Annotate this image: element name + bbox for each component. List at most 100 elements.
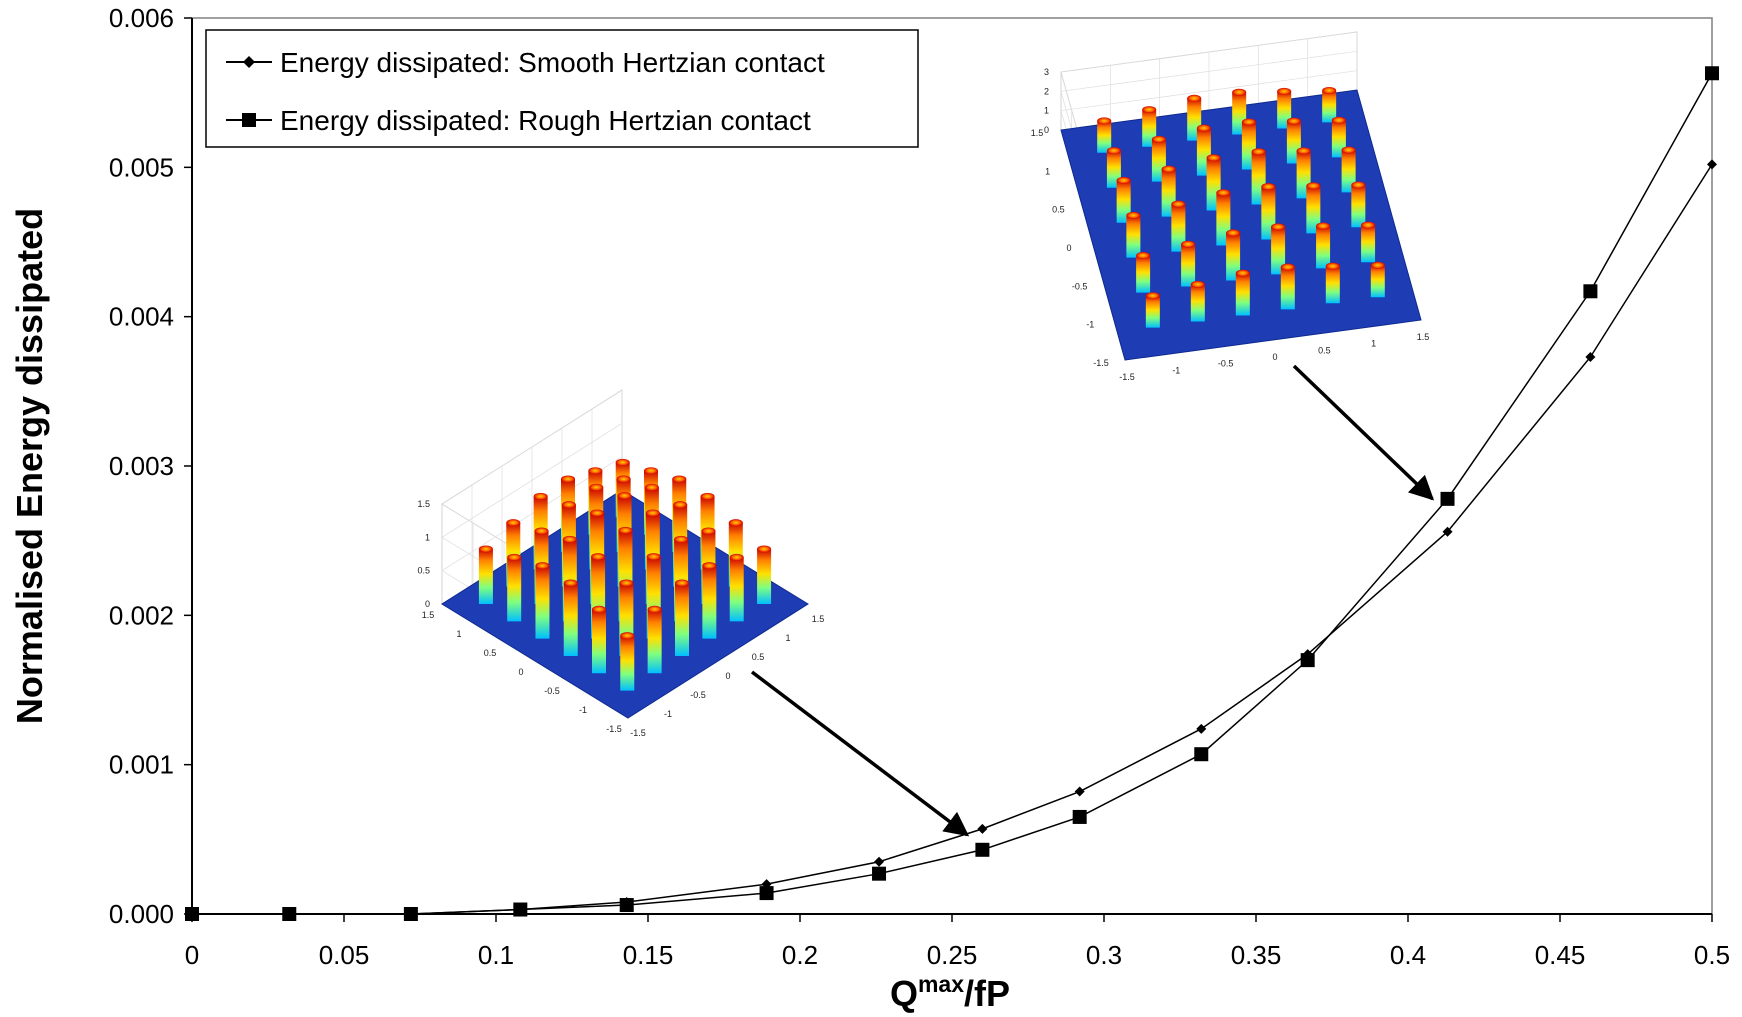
point-rough xyxy=(759,886,774,901)
inset-grid-line xyxy=(1060,50,1358,92)
inset-peak xyxy=(1181,244,1196,287)
inset-peak-cap xyxy=(647,605,662,613)
inset-peak-cap xyxy=(1280,263,1295,271)
point-rough xyxy=(513,902,528,917)
inset-peak-cap xyxy=(617,492,632,500)
x-tick-label: 0.3 xyxy=(1086,940,1122,970)
inset-z-tick-label: 0 xyxy=(1044,125,1049,135)
inset-peak-cap xyxy=(757,545,772,553)
inset-peak-cap xyxy=(1370,261,1385,269)
inset-x-tick-label: 0 xyxy=(725,671,730,681)
inset-peak xyxy=(1171,204,1186,252)
inset-peak xyxy=(1361,225,1376,263)
inset-peak-cap xyxy=(615,458,630,466)
point-rough xyxy=(1300,653,1315,668)
inset-grid-line xyxy=(441,389,623,505)
inset-peak xyxy=(478,549,493,604)
annotation-arrow-1 xyxy=(750,670,970,837)
inset-peak xyxy=(1271,226,1286,275)
inset-peak xyxy=(729,557,744,622)
inset-z-tick-label: 3 xyxy=(1044,67,1049,77)
inset-peak-cap xyxy=(701,527,716,535)
inset-z-tick-label: 1 xyxy=(425,532,430,542)
legend-marker-rough xyxy=(242,113,256,127)
inset-peak-cap xyxy=(1232,88,1247,96)
inset-x-tick-label: -1.5 xyxy=(630,728,646,738)
inset-peak-cap xyxy=(675,579,689,587)
inset-peak xyxy=(1136,255,1151,293)
inset-peak xyxy=(1316,225,1331,269)
inset-peak xyxy=(1341,149,1356,193)
inset-peak xyxy=(1370,265,1385,298)
x-tick-label: 0.25 xyxy=(927,940,978,970)
inset-y-tick-label: -0.5 xyxy=(544,686,560,696)
inset-peak xyxy=(1097,120,1112,153)
x-axis-title: Qmax/fP xyxy=(890,971,1010,1014)
inset-peak-cap xyxy=(1226,229,1241,237)
inset-peak-cap xyxy=(1181,240,1196,248)
y-tick-label: 0.004 xyxy=(109,302,174,332)
x-axis-title-main: Q xyxy=(890,973,918,1014)
point-smooth xyxy=(874,856,885,867)
inset-peak xyxy=(1106,150,1121,188)
inset-peak-cap xyxy=(1241,118,1256,126)
inset-peak-cap xyxy=(534,527,549,535)
inset-peak-cap xyxy=(591,553,606,561)
inset-peak xyxy=(1322,90,1337,123)
inset-peak-cap xyxy=(644,483,659,491)
inset-peak-cap xyxy=(1161,165,1176,173)
x-axis-title-suffix: /fP xyxy=(964,973,1010,1014)
point-smooth xyxy=(977,823,988,834)
inset-peak xyxy=(1116,180,1131,223)
point-smooth xyxy=(1074,786,1085,797)
inset-peak-cap xyxy=(1190,280,1205,288)
inset-peak-cap xyxy=(1187,94,1202,102)
y-tick-label: 0.001 xyxy=(109,750,174,780)
inset-peak-cap xyxy=(562,535,577,543)
inset-peak-cap xyxy=(1145,292,1160,300)
inset-peak xyxy=(1325,266,1340,304)
inset-y-tick-label: 1.5 xyxy=(422,610,435,620)
inset-peak-cap xyxy=(700,492,715,500)
point-rough xyxy=(1194,747,1209,762)
inset-peak xyxy=(1280,267,1295,310)
inset-peak xyxy=(647,609,662,674)
point-smooth xyxy=(1585,351,1596,362)
inset-y-tick-label: -1.5 xyxy=(606,724,622,734)
inset-peak-cap xyxy=(1341,146,1356,154)
inset-peak-cap xyxy=(1126,211,1141,219)
inset-peak xyxy=(1145,295,1160,328)
inset-x-tick-label: 1 xyxy=(785,633,790,643)
point-rough xyxy=(403,907,418,921)
inset-peak-cap xyxy=(672,475,687,483)
inset-x-tick-label: -1 xyxy=(1172,365,1180,375)
inset-peak-cap xyxy=(728,519,743,527)
x-axis-title-superscript: max xyxy=(918,971,964,997)
inset-y-tick-label: 0 xyxy=(1066,243,1071,253)
x-tick-label: 0 xyxy=(185,940,199,970)
inset-peak-cap xyxy=(588,467,603,475)
inset-peak-cap xyxy=(561,475,575,483)
inset-peak xyxy=(1226,232,1241,281)
inset-y-tick-label: 0.5 xyxy=(1052,205,1065,215)
point-rough xyxy=(1583,284,1598,299)
inset-peak-cap xyxy=(590,509,605,517)
legend-label-rough: Energy dissipated: Rough Hertzian contac… xyxy=(280,105,811,136)
inset-grid-line xyxy=(1060,70,1358,112)
inset-peak xyxy=(1126,215,1141,258)
inset-peak xyxy=(620,635,635,691)
inset-peak-cap xyxy=(1151,135,1166,143)
x-tick-label: 0.5 xyxy=(1694,940,1730,970)
y-tick-label: 0.005 xyxy=(109,152,174,182)
inset-peak xyxy=(1351,184,1366,228)
inset-y-tick-label: 1 xyxy=(456,629,461,639)
point-rough xyxy=(185,907,199,921)
inset-peak xyxy=(507,557,522,622)
inset-peak-cap xyxy=(645,509,660,517)
inset-peak xyxy=(535,565,550,639)
inset-peak xyxy=(675,582,689,656)
inset-x-tick-label: 0.5 xyxy=(752,652,765,662)
x-tick-label: 0.15 xyxy=(623,940,674,970)
inset-3d-surface-1: -1.5-1-0.500.511.5-1.5-1-0.500.511.500.5… xyxy=(417,389,824,738)
